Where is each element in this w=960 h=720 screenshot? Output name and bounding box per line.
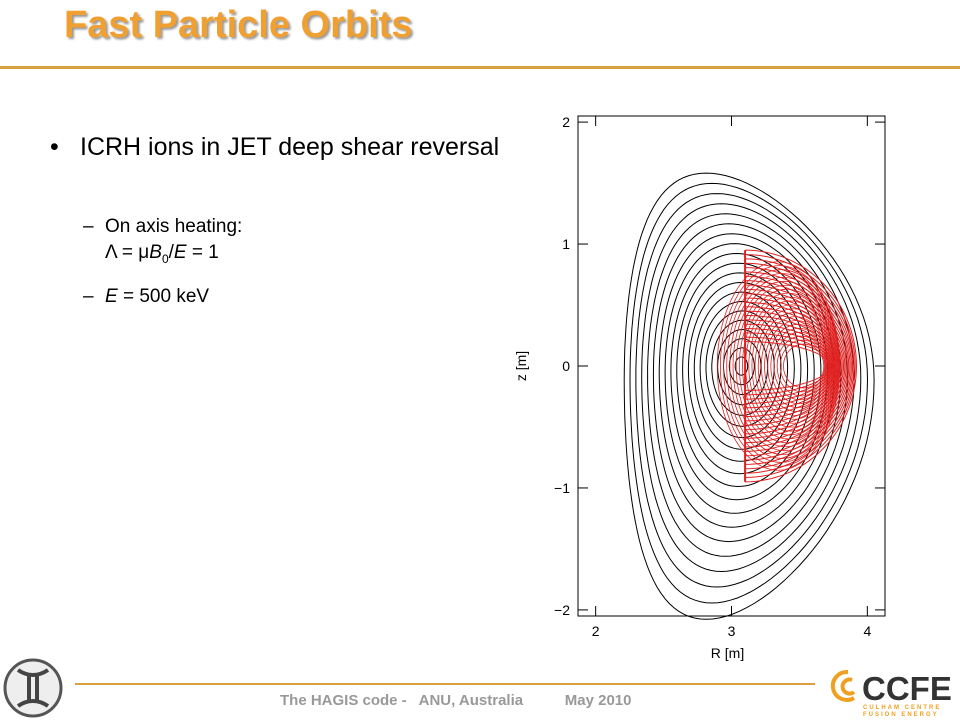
- orbit: [745, 310, 839, 422]
- flux-contour: [670, 252, 822, 501]
- orbit: [745, 271, 851, 461]
- sub-line: On axis heating:: [105, 214, 242, 240]
- flux-contour: [647, 213, 849, 557]
- orbit: [745, 288, 846, 444]
- flux-contour: [676, 262, 815, 488]
- flux-contour: [658, 233, 835, 528]
- footer-rule: [75, 683, 815, 685]
- bullet-dot: •: [50, 133, 59, 161]
- orbit: [745, 297, 843, 435]
- orbit: [745, 332, 833, 400]
- sub-line: Λ = μB0/E = 1: [105, 240, 242, 272]
- sub-bullet: – On axis heating: Λ = μB0/E = 1: [83, 214, 242, 272]
- flux-contour: [693, 291, 795, 450]
- flux-contour: [705, 310, 782, 427]
- flux-contour: [623, 172, 875, 620]
- orbit: [745, 254, 856, 478]
- flux-contour: [635, 193, 862, 588]
- flux-contour: [664, 243, 829, 514]
- orbit: [779, 339, 825, 393]
- orbit: [745, 306, 841, 426]
- orbit: [745, 249, 858, 483]
- y-tick-label: −2: [554, 602, 570, 618]
- sub-text: On axis heating:: [105, 216, 243, 237]
- flux-contour: [629, 182, 869, 604]
- orbit: [757, 312, 831, 420]
- flux-contour: [641, 203, 855, 573]
- orbit: [767, 324, 829, 408]
- flux-contour: [711, 319, 775, 416]
- orbit: [783, 343, 825, 389]
- sub-line: E = 500 keV: [105, 284, 209, 310]
- y-tick-label: 0: [562, 358, 570, 374]
- x-tick-label: 2: [592, 623, 600, 639]
- sub-text: E: [105, 286, 118, 307]
- orbit: [745, 301, 842, 431]
- x-tick-label: 3: [728, 623, 736, 639]
- flux-contour: [652, 223, 842, 543]
- orbit: [764, 320, 829, 412]
- orbit: [745, 293, 845, 439]
- dash: –: [83, 286, 94, 307]
- orbit: [745, 341, 830, 391]
- orbit: [745, 284, 847, 448]
- orbit: [745, 315, 838, 417]
- orbit: [745, 328, 834, 404]
- flux-contour: [728, 347, 755, 386]
- orbit: [745, 262, 854, 470]
- orbit: [745, 323, 836, 409]
- title-rule: [0, 66, 960, 69]
- bullet-text: ICRH ions in JET deep shear reversal: [80, 133, 500, 161]
- y-tick-label: −1: [554, 480, 570, 496]
- sub-text: = 1: [186, 242, 219, 263]
- footer-text: The HAGIS code - ANU, Australia May 2010: [280, 692, 632, 709]
- y-tick-label: 2: [562, 114, 570, 130]
- y-tick-label: 1: [562, 236, 570, 252]
- orbit: [770, 327, 828, 405]
- orbit: [745, 258, 855, 474]
- sub-text: 0: [161, 251, 169, 266]
- sub-bullet: – E = 500 keV: [83, 284, 209, 310]
- orbit: [745, 280, 848, 452]
- sub-text: = 500 keV: [117, 286, 210, 307]
- flux-contour: [682, 272, 809, 475]
- orbit: [735, 284, 836, 448]
- y-axis-label: z [m]: [513, 351, 529, 381]
- sub-text: E: [173, 242, 187, 263]
- orbit: [776, 335, 826, 397]
- orbit: [719, 265, 840, 467]
- sub-text: /: [168, 242, 174, 263]
- x-axis-label: R [m]: [711, 645, 744, 661]
- slide-title: Fast Particle Orbits: [64, 4, 413, 46]
- orbit: [745, 275, 850, 457]
- orbit: [773, 331, 827, 401]
- dash: –: [83, 216, 94, 237]
- sub-text: Λ = μ: [105, 242, 150, 263]
- orbit: [745, 336, 832, 396]
- x-tick-label: 4: [863, 623, 871, 639]
- sub-text: B: [149, 242, 162, 263]
